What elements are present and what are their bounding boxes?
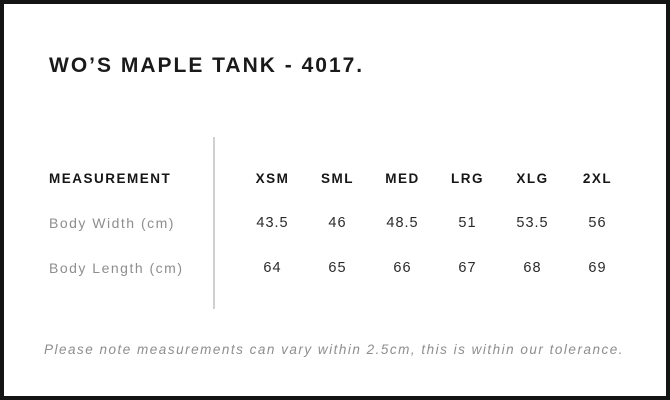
table-row-body-length: Body Length (cm) 64 65 66 67 68 69	[44, 259, 630, 277]
body-length-sml: 65	[328, 260, 347, 276]
tolerance-note: Please note measurements can vary within…	[44, 342, 624, 357]
body-width-med: 48.5	[386, 215, 419, 231]
row-label-body-width: Body Width (cm)	[49, 215, 175, 231]
column-header-measurement: MEASUREMENT	[49, 170, 172, 186]
body-length-xsm: 64	[263, 260, 282, 276]
body-length-lrg: 67	[458, 260, 477, 276]
column-header-xlg: XLG	[516, 170, 549, 186]
body-width-xsm: 43.5	[256, 215, 289, 231]
column-header-2xl: 2XL	[582, 170, 613, 186]
column-header-med: MED	[385, 170, 420, 186]
body-width-xlg: 53.5	[516, 215, 549, 231]
column-header-sml: SML	[321, 170, 354, 186]
body-length-xlg: 68	[523, 260, 542, 276]
column-header-xsm: XSM	[255, 170, 290, 186]
body-width-sml: 46	[328, 215, 347, 231]
body-width-lrg: 51	[458, 215, 477, 231]
table-row-body-width: Body Width (cm) 43.5 46 48.5 51 53.5 56	[44, 214, 630, 232]
table-column-divider	[213, 137, 215, 309]
column-header-lrg: LRG	[451, 170, 484, 186]
body-length-med: 66	[393, 260, 412, 276]
row-label-body-length: Body Length (cm)	[49, 260, 184, 276]
product-title: WO’S MAPLE TANK - 4017.	[49, 54, 365, 77]
body-length-2xl: 69	[588, 260, 607, 276]
body-width-2xl: 56	[588, 215, 607, 231]
table-header-row: MEASUREMENT XSM SML MED LRG XLG 2XL	[44, 169, 630, 187]
